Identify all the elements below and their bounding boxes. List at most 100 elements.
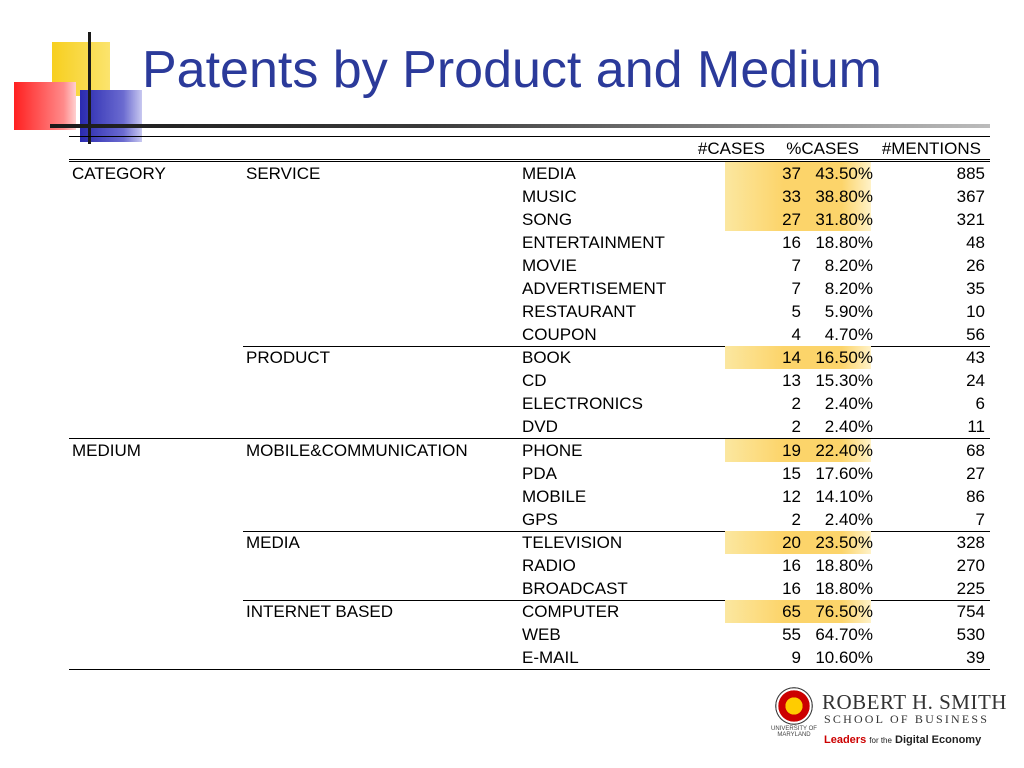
logo-name: ROBERT H. SMITH — [822, 690, 1007, 714]
table-header: #CASES %CASES #MENTIONS — [69, 136, 990, 162]
cell-item: COMPUTER — [522, 602, 620, 621]
table-body: CATEGORY SERVICE MEDIA 37 43.50% 885 MUSIC 33 38… — [69, 162, 990, 669]
cell-item: MOVIE — [522, 256, 577, 275]
cell-pct-cases: 43.50% — [815, 164, 873, 183]
cell-cases: 16 — [782, 233, 801, 252]
cell-mentions: 10 — [966, 302, 985, 321]
tag-rest: Digital Economy — [895, 734, 982, 746]
cell-cases: 27 — [782, 210, 801, 229]
cell-subcategory: MOBILE&COMMUNICATION — [246, 441, 468, 460]
cell-item: GPS — [522, 510, 558, 529]
cell-mentions: 68 — [966, 441, 985, 460]
header-pct-cases: %CASES — [786, 139, 859, 158]
cell-cases: 9 — [791, 648, 801, 667]
patents-table: #CASES %CASES #MENTIONS CATEGORY SERVICE M… — [69, 136, 990, 670]
table-row: GPS 2 2.40% 7 — [69, 508, 990, 531]
cell-cases: 55 — [782, 625, 801, 644]
cell-cases: 2 — [791, 394, 801, 413]
cell-item: SONG — [522, 210, 573, 229]
table-bottom-rule — [69, 669, 990, 670]
cell-cases: 15 — [782, 464, 801, 483]
cell-pct-cases: 5.90% — [824, 302, 873, 321]
table-row: MOVIE 7 8.20% 26 — [69, 254, 990, 277]
cell-item: PHONE — [522, 441, 583, 460]
cell-cases: 37 — [782, 164, 801, 183]
cell-mentions: 43 — [966, 348, 985, 367]
cell-pct-cases: 2.40% — [824, 510, 873, 529]
table-row: BROADCAST 16 18.80% 225 — [69, 577, 990, 600]
cell-cases: 14 — [782, 348, 801, 367]
cell-mentions: 530 — [956, 625, 985, 644]
cell-cases: 13 — [782, 371, 801, 390]
cell-mentions: 367 — [956, 187, 985, 206]
cell-subcategory: INTERNET BASED — [246, 602, 394, 621]
cell-item: PDA — [522, 464, 557, 483]
cell-pct-cases: 2.40% — [824, 394, 873, 413]
cell-mentions: 56 — [966, 325, 985, 344]
cell-item: RADIO — [522, 556, 576, 575]
cell-pct-cases: 17.60% — [815, 464, 873, 483]
logo-school: SCHOOL OF BUSINESS — [824, 712, 990, 726]
cell-item: MEDIA — [522, 164, 576, 183]
cell-item: DVD — [522, 417, 558, 436]
cell-mentions: 24 — [966, 371, 985, 390]
cell-cases: 7 — [791, 256, 801, 275]
table-row: CD 13 15.30% 24 — [69, 369, 990, 392]
cell-cases: 65 — [782, 602, 801, 621]
cell-pct-cases: 16.50% — [815, 348, 873, 367]
cell-pct-cases: 10.60% — [815, 648, 873, 667]
cell-pct-cases: 14.10% — [815, 487, 873, 506]
cell-pct-cases: 31.80% — [815, 210, 873, 229]
cell-item: BROADCAST — [522, 579, 628, 598]
table-row: ADVERTISEMENT 7 8.20% 35 — [69, 277, 990, 300]
cell-subcategory: SERVICE — [246, 164, 321, 183]
cell-cases: 7 — [791, 279, 801, 298]
row-highlight — [725, 531, 871, 554]
cell-mentions: 35 — [966, 279, 985, 298]
cell-item: WEB — [522, 625, 561, 644]
cell-mentions: 225 — [956, 579, 985, 598]
cell-pct-cases: 38.80% — [815, 187, 873, 206]
cell-mentions: 754 — [956, 602, 985, 621]
row-highlight — [725, 162, 871, 185]
cell-mentions: 885 — [956, 164, 985, 183]
cell-item: CD — [522, 371, 547, 390]
table-row: PRODUCT BOOK 14 16.50% 43 — [69, 346, 990, 369]
subgroup-rule — [243, 531, 990, 532]
tag-leaders: Leaders — [824, 734, 867, 746]
cell-mentions: 39 — [966, 648, 985, 667]
cell-pct-cases: 8.20% — [824, 279, 873, 298]
cell-category: CATEGORY — [72, 164, 166, 183]
row-highlight — [725, 185, 871, 208]
cell-item: MOBILE — [522, 487, 587, 506]
cell-cases: 5 — [791, 302, 801, 321]
cell-item: MUSIC — [522, 187, 577, 206]
cell-mentions: 270 — [956, 556, 985, 575]
cell-pct-cases: 22.40% — [815, 441, 873, 460]
cell-mentions: 86 — [966, 487, 985, 506]
table-row: MEDIA TELEVISION 20 23.50% 328 — [69, 531, 990, 554]
cell-pct-cases: 18.80% — [815, 233, 873, 252]
cell-item: COUPON — [522, 325, 597, 344]
cell-mentions: 328 — [956, 533, 985, 552]
table-row: ENTERTAINMENT 16 18.80% 48 — [69, 231, 990, 254]
cell-pct-cases: 8.20% — [824, 256, 873, 275]
cell-mentions: 7 — [975, 510, 985, 529]
table-row: E-MAIL 9 10.60% 39 — [69, 646, 990, 669]
table-row: RESTAURANT 5 5.90% 10 — [69, 300, 990, 323]
cell-cases: 2 — [791, 417, 801, 436]
cell-item: E-MAIL — [522, 648, 579, 667]
logo-tagline: Leaders for the Digital Economy — [824, 734, 981, 746]
cell-pct-cases: 2.40% — [824, 417, 873, 436]
school-logo: UNIVERSITY OF MARYLAND ROBERT H. SMITH S… — [770, 686, 1006, 756]
cell-item: ELECTRONICS — [522, 394, 643, 413]
row-highlight — [725, 600, 871, 623]
cell-mentions: 6 — [975, 394, 985, 413]
cell-mentions: 26 — [966, 256, 985, 275]
cell-subcategory: PRODUCT — [246, 348, 331, 367]
cell-item: ADVERTISEMENT — [522, 279, 667, 298]
row-highlight — [725, 346, 871, 369]
cell-cases: 16 — [782, 579, 801, 598]
cell-pct-cases: 18.80% — [815, 579, 873, 598]
header-cases: #CASES — [697, 139, 765, 158]
